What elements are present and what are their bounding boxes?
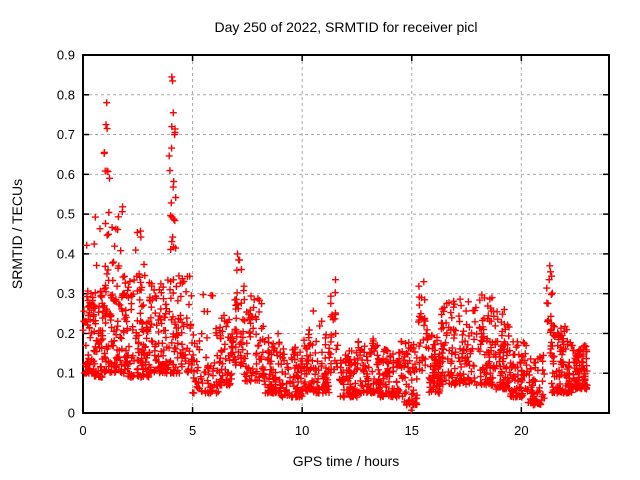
y-tick-label: 0.9 bbox=[57, 48, 75, 63]
y-tick-label: 0.6 bbox=[57, 167, 75, 182]
y-tick-label: 0 bbox=[68, 406, 75, 421]
chart-title: Day 250 of 2022, SRMTID for receiver pic… bbox=[214, 19, 478, 35]
y-tick-label: 0.4 bbox=[57, 246, 75, 261]
y-tick-label: 0.1 bbox=[57, 366, 75, 381]
y-tick-label: 0.8 bbox=[57, 87, 75, 102]
x-tick-label: 10 bbox=[295, 423, 309, 438]
x-tick-label: 20 bbox=[514, 423, 528, 438]
x-tick-label: 15 bbox=[405, 423, 419, 438]
scatter-points bbox=[79, 73, 591, 414]
y-tick-label: 0.3 bbox=[57, 286, 75, 301]
y-tick-label: 0.2 bbox=[57, 326, 75, 341]
x-tick-label: 5 bbox=[189, 423, 196, 438]
y-tick-label: 0.7 bbox=[57, 127, 75, 142]
plot-border bbox=[82, 54, 610, 414]
y-tick-label: 0.5 bbox=[57, 207, 75, 222]
x-axis-title: GPS time / hours bbox=[292, 453, 400, 469]
x-tick-label: 0 bbox=[79, 423, 86, 438]
